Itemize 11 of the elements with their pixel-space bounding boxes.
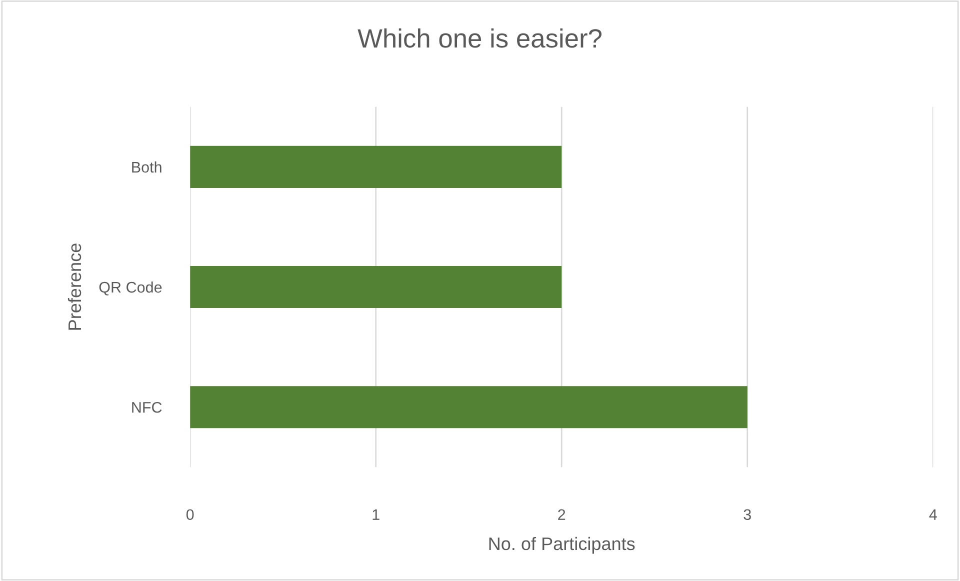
chart-title: Which one is easier? xyxy=(358,28,602,48)
y-tick-label: Both xyxy=(132,161,162,173)
x-tick-label: 1 xyxy=(372,509,380,520)
x-tick-label: 4 xyxy=(929,509,937,520)
y-axis-title: Preference xyxy=(68,244,82,330)
y-tick-label: QR Code xyxy=(99,281,162,296)
x-axis-title: No. of Participants xyxy=(489,536,635,554)
x-tick-label: 3 xyxy=(744,509,751,520)
x-tick-label: 2 xyxy=(558,509,566,520)
y-tick-label: NFC xyxy=(132,402,162,413)
x-tick-label: 0 xyxy=(186,509,194,520)
